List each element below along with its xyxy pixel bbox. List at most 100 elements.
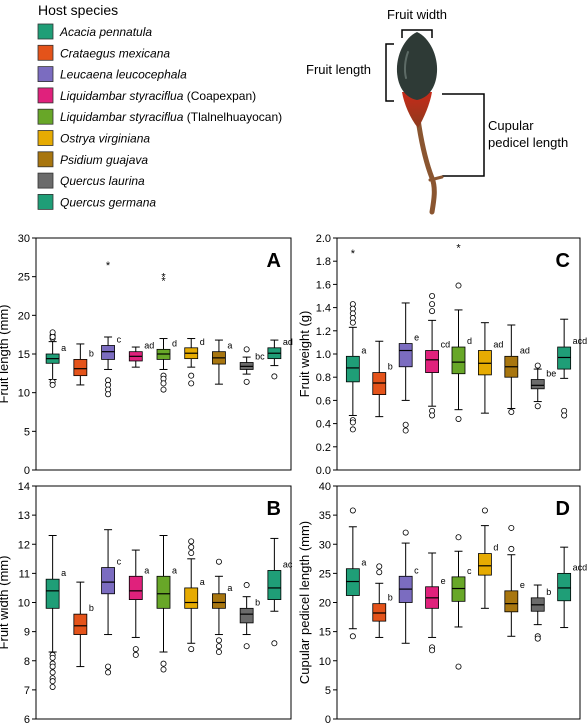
iqr-box [156,575,171,609]
significance-label: a [172,565,177,575]
legend-label-2: Leucaena leucocephala [60,68,187,82]
iqr-box [345,355,360,383]
legend-swatch-2 [37,66,54,82]
extreme-point-0: * [161,272,166,284]
legend-site-3: (Coapexpan) [183,89,256,103]
panel-B-ytick-label-4: 10 [18,598,30,610]
panel-B-box-2: c [101,529,122,676]
significance-label: a [361,345,366,355]
panel-C-ytick-label-8: 1.6 [316,279,331,291]
panel-D-box-7: b [530,584,551,642]
acorn-diagram: Fruit width Fruit length Cupular pedicel… [306,7,568,215]
outlier-point-0 [508,408,515,415]
outlier-point-2 [160,380,167,387]
significance-label: d [493,543,498,553]
significance-label: acd [573,336,588,346]
outlier-point-1 [402,427,409,434]
panel-A-ytick-label-1: 5 [24,426,30,438]
panel-C-ytick-label-3: 0.6 [316,395,331,407]
significance-label: acd [573,562,588,572]
significance-label: c [117,334,122,344]
significance-label: ad [144,341,154,351]
panel-C-ytick-label-1: 0.2 [316,442,331,454]
panel-A-ytick-label-2: 10 [18,388,30,400]
legend-swatch-4 [37,108,54,125]
iqr-box [101,345,115,360]
panel-D-box-3: e [425,552,446,654]
panel-D-box-2: c [398,529,419,644]
outlier-point-3 [105,391,112,398]
panel-C-ylabel: Fruit weight (g) [297,311,312,398]
legend-swatch-8 [37,193,54,210]
significance-label: bc [255,352,265,362]
outlier-point-1 [49,654,56,661]
panel-B-letter: B [267,498,281,520]
panel-B-box-3: a [128,549,149,658]
legend-label-3: Liquidambar styraciflua (Coapexpan) [60,89,256,103]
legend-label-7: Quercus laurina [60,174,145,188]
outlier-point-1 [215,637,222,644]
panel-A-ylabel: Fruit length (mm) [0,305,11,404]
iqr-box [239,607,254,624]
panel-B-ytick-label-5: 11 [19,568,30,580]
panel-D-ytick-label-7: 35 [319,510,331,522]
panel-C-box-6: ad [504,324,530,415]
significance-label: c [414,565,419,575]
legend-label-4: Liquidambar styraciflua (Tlalnelhuayocan… [60,110,282,124]
significance-label: d [172,338,177,348]
panel-C-ytick-label-2: 0.4 [316,419,331,431]
outlier-point-0 [132,646,139,653]
outlier-point-0 [215,558,222,565]
panel-D-ytick-label-4: 20 [319,598,331,610]
outlier-point-0 [455,282,462,289]
panel-A-box-4: ** d [156,272,177,393]
panel-C: 0.0 0.2 0.4 0.6 0.8 1.0 1.2 1.4 1.6 1.8 2.0 Fruit w… [297,233,587,477]
significance-label: a [200,577,205,587]
fruit-length-label: Fruit length [306,62,371,77]
panel-C-box-3: cd [425,292,451,419]
panel-C-box-2: e [398,302,419,434]
outlier-point-2 [429,308,436,315]
legend-swatch-5 [37,130,54,146]
cupular-pedicel-bracket [442,93,485,177]
panel-A-box-6: a [212,339,232,385]
significance-label: ac [283,559,293,569]
panel-D-box-8: acd [557,546,588,629]
outlier-point-1 [455,663,462,670]
outlier-point-3 [49,333,56,340]
iqr-box [73,359,88,377]
legend-species-1: Crataegus mexicana [60,46,170,60]
panel-D-ytick-label-0: 0 [325,714,331,726]
significance-label: cd [441,340,451,350]
extreme-point-0: * [106,260,111,272]
acorn-highlight [403,51,409,79]
significance-label: be [546,369,556,379]
significance-label: d [200,337,205,347]
outlier-point-7 [349,426,356,433]
acorn-pedicel-branch [428,175,444,182]
legend: Host species Acacia pennatula Crataegus m… [37,2,282,210]
panel-B-ytick-label-7: 13 [18,510,30,522]
iqr-box [128,575,143,600]
panel-B-ytick-label-3: 9 [24,627,30,639]
significance-label: b [388,362,393,372]
panel-C-ytick-label-5: 1.0 [316,349,331,361]
panel-D-ytick-label-5: 25 [319,568,331,580]
significance-label: a [227,583,232,593]
significance-label: a [361,558,366,568]
outlier-point-0 [429,292,436,299]
outlier-point-1 [508,545,515,552]
outlier-point-0 [455,534,462,541]
panel-C-ytick-label-10: 2.0 [316,233,331,245]
panel-A-letter: A [267,250,281,272]
outlier-point-0 [402,421,409,428]
iqr-box [45,578,60,609]
panel-A-box-8: ad [267,337,293,380]
fruit-length-bracket [385,43,394,102]
legend-species-6: Psidium guajava [60,153,148,167]
significance-label: a [144,565,149,575]
panel-A-box-7: bc [239,346,265,385]
panel-B-ytick-label-2: 8 [24,656,30,668]
iqr-box [478,553,492,576]
